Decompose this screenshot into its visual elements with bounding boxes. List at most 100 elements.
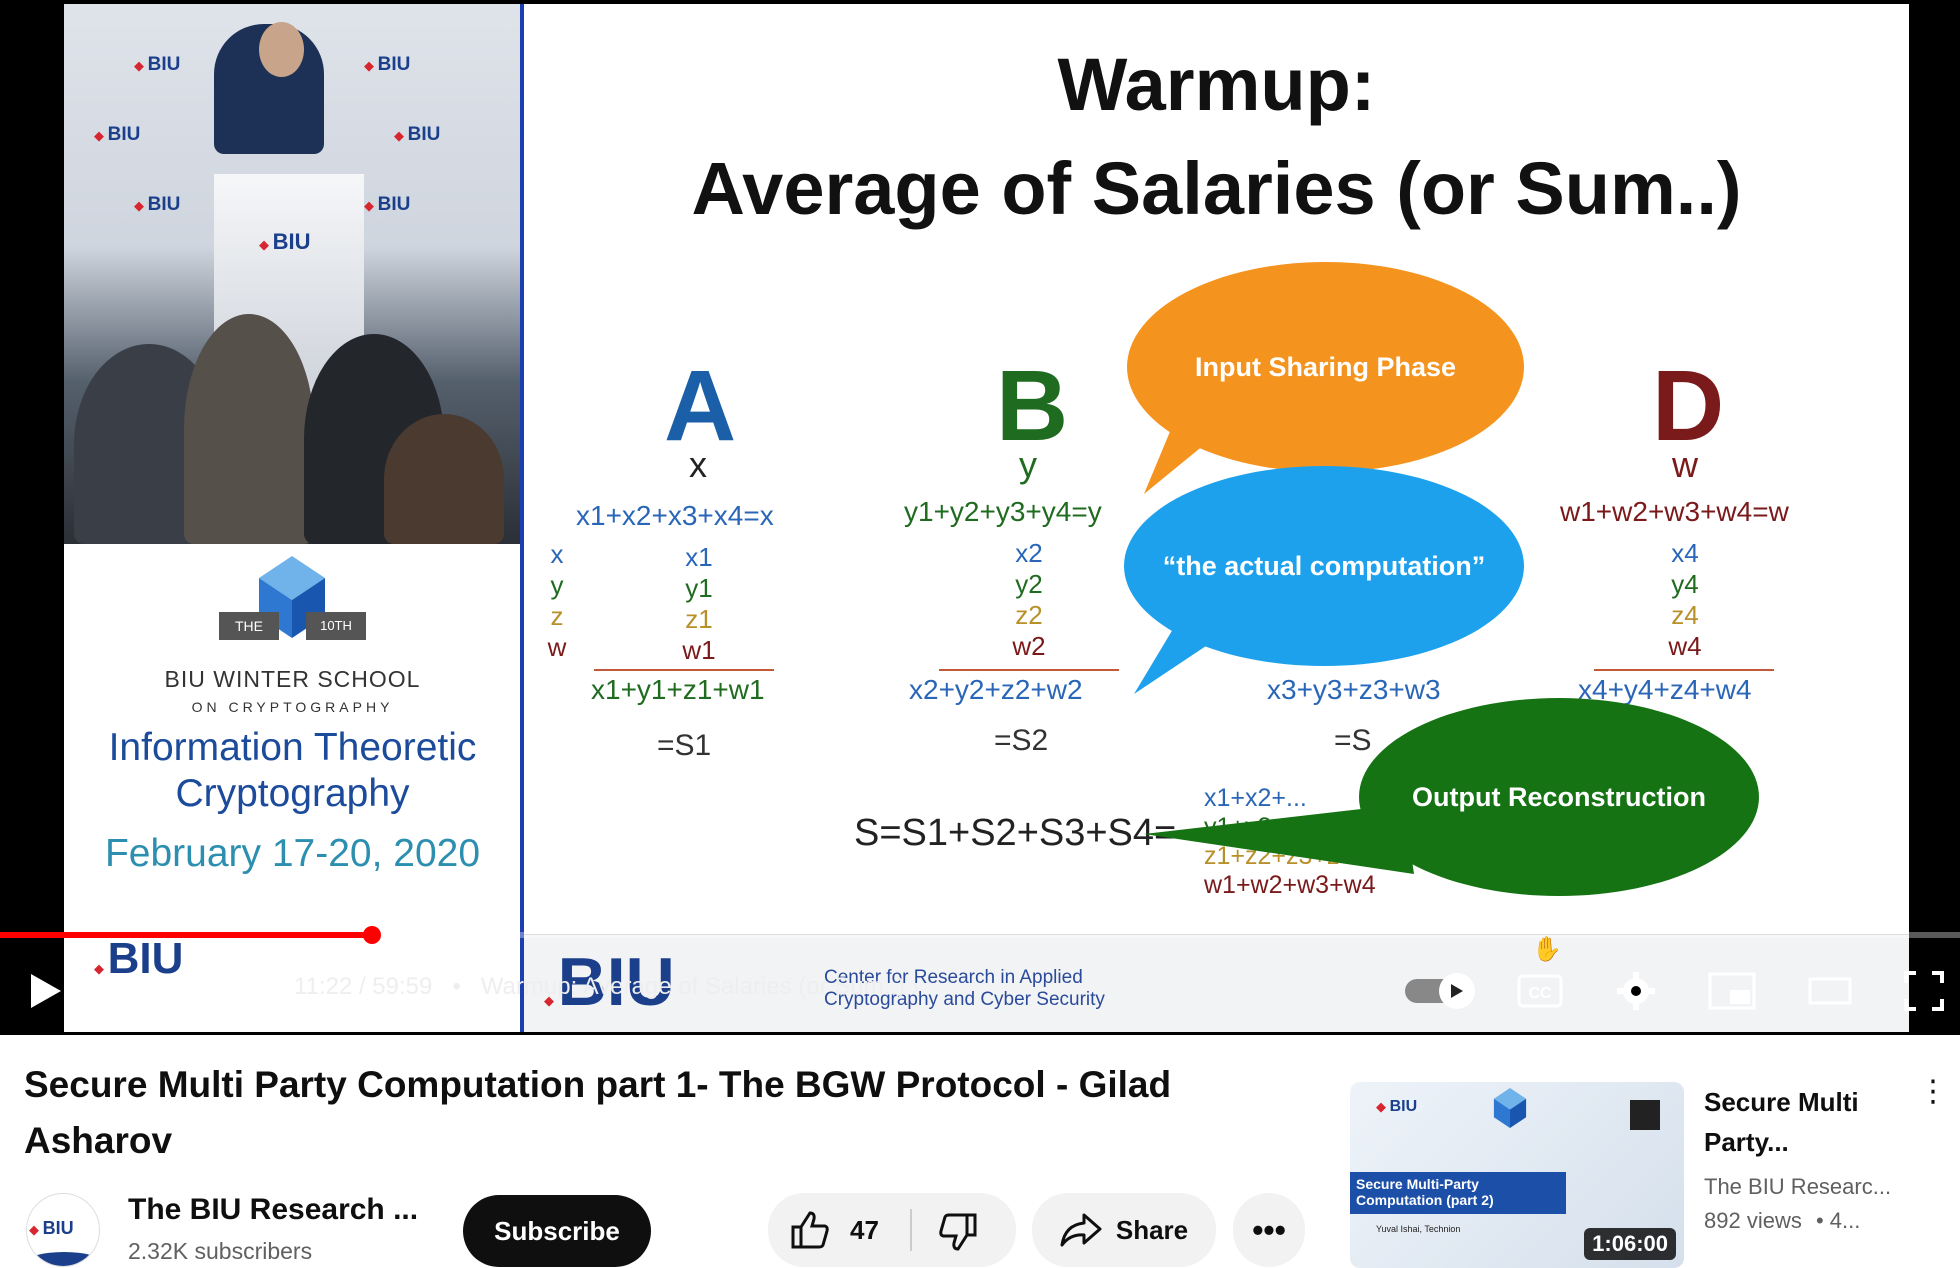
- dislike-button[interactable]: [938, 1213, 978, 1258]
- school-name: BIU WINTER SCHOOL: [164, 666, 421, 692]
- like-count: 47: [850, 1214, 879, 1245]
- autoplay-knob-icon: [1439, 973, 1475, 1009]
- slide-footer: BIU Center for Research in Applied Crypt…: [524, 934, 1909, 1032]
- var-y: y: [550, 570, 564, 600]
- var-w: w: [547, 632, 567, 662]
- recommended-title[interactable]: Secure Multi Party...: [1704, 1087, 1859, 1157]
- biu-logo: BIU: [94, 124, 141, 146]
- player-controls: 11:22 / 59:59 • Warmup: Average of Salar…: [0, 936, 1960, 1030]
- time-display: 11:22 / 59:59 • Warmup: Average of Salar…: [294, 973, 920, 1001]
- recommended-thumbnail[interactable]: BIU Secure Multi-Party Computation (part…: [1350, 1082, 1684, 1268]
- computation-bubble: “the actual computation”: [1124, 466, 1524, 666]
- biu-logo: BIU: [134, 54, 181, 76]
- vars-left-column: x y z w: [542, 539, 572, 663]
- like-divider: [910, 1209, 912, 1251]
- party-b: B: [996, 350, 1069, 462]
- shares-b: x2 y2 z2 w2: [994, 538, 1064, 662]
- share-button[interactable]: Share: [1032, 1193, 1216, 1267]
- sum-b: x2+y2+z2+w2: [909, 674, 1083, 705]
- kebab-menu-icon[interactable]: ⋮: [1918, 1075, 1948, 1108]
- video-player[interactable]: BIU BIU BIU BIU BIU BIU BIU THE 10TH BIU…: [0, 0, 1960, 1035]
- thumb-title: Secure Multi-Party Computation (part 2): [1350, 1172, 1566, 1214]
- final-sum: S=S1+S2+S3+S4=: [854, 812, 1177, 854]
- s1-label: =S1: [657, 729, 712, 762]
- s2-label: =S2: [994, 724, 1049, 757]
- equation-d: w1+w2+w3+w4=w: [1560, 496, 1789, 527]
- recommended-views: 892 views: [1704, 1208, 1802, 1233]
- video-title: Secure Multi Party Computation part 1- T…: [24, 1064, 1172, 1161]
- fullscreen-icon: [1904, 971, 1944, 1011]
- equation-a: x1+x2+x3+x4=x: [576, 500, 774, 531]
- biu-logo: BIU: [364, 194, 411, 216]
- school-subtitle: ON CRYPTOGRAPHY: [191, 699, 394, 715]
- footer-org-text: Center for Research in Applied Cryptogra…: [824, 967, 1105, 1010]
- sum-line-d: [1594, 669, 1774, 671]
- cube-logo-icon: [259, 556, 325, 638]
- input-sharing-bubble: Input Sharing Phase: [1127, 262, 1524, 472]
- channel-avatar[interactable]: BIU: [26, 1193, 100, 1267]
- miniplayer-button[interactable]: [1706, 967, 1758, 1015]
- duration-badge: 1:06:00: [1584, 1228, 1676, 1260]
- biu-logo: BIU: [94, 934, 184, 984]
- share-z1: z1: [685, 604, 713, 634]
- share-y1: y1: [685, 573, 713, 603]
- var-x: x: [550, 539, 564, 569]
- next-button[interactable]: [115, 967, 163, 1015]
- play-button[interactable]: [22, 967, 70, 1015]
- slide-title: Warmup:: [1057, 43, 1376, 126]
- subscribe-button[interactable]: Subscribe: [463, 1195, 651, 1267]
- channel-name[interactable]: The BIU Research ...: [128, 1193, 419, 1226]
- var-d: w: [1672, 444, 1698, 485]
- more-horizontal-icon: •••: [1252, 1211, 1286, 1248]
- s3-label: =S: [1334, 724, 1372, 757]
- captions-button[interactable]: CC: [1512, 967, 1568, 1015]
- share-z4: z4: [1671, 600, 1699, 630]
- shares-a: x1 y1 z1 w1: [664, 542, 734, 666]
- theater-mode-button[interactable]: [1804, 967, 1856, 1015]
- miniplayer-icon: [1708, 972, 1756, 1010]
- biu-logo: BIU: [134, 194, 181, 216]
- sum-c: x3+y3+z3+w3: [1267, 674, 1441, 705]
- more-actions-button[interactable]: •••: [1233, 1193, 1305, 1267]
- share-x4: x4: [1671, 538, 1699, 568]
- var-b: y: [1019, 444, 1037, 485]
- share-x1: x1: [685, 542, 713, 572]
- played-bar: [0, 932, 373, 938]
- total-time: 59:59: [372, 973, 433, 1000]
- video-frame[interactable]: BIU BIU BIU BIU BIU BIU BIU THE 10TH BIU…: [64, 4, 1909, 1032]
- like-button[interactable]: 47: [790, 1211, 879, 1249]
- autoplay-toggle[interactable]: [1402, 967, 1475, 1015]
- thumb-author: Yuval Ishai, Technion: [1376, 1224, 1461, 1234]
- slide-subtitle: Average of Salaries (or Sum..): [691, 147, 1742, 230]
- settings-button[interactable]: [1612, 967, 1660, 1015]
- speaker-camera-view: BIU BIU BIU BIU BIU BIU BIU: [64, 4, 521, 544]
- fullscreen-button[interactable]: [1898, 967, 1950, 1015]
- party-d: D: [1652, 350, 1725, 462]
- recommended-video[interactable]: BIU Secure Multi-Party Computation (part…: [1350, 1075, 1950, 1268]
- share-icon: [1060, 1213, 1102, 1247]
- sum-line-b: [939, 669, 1119, 671]
- svg-text:CC: CC: [1528, 985, 1552, 1002]
- chevron-right-icon[interactable]: ›: [911, 973, 920, 1000]
- event-dates: February 17-20, 2020: [104, 832, 481, 875]
- recommended-age: • 4...: [1815, 1208, 1861, 1233]
- volume-button[interactable]: [208, 967, 256, 1015]
- share-x2: x2: [1015, 538, 1043, 568]
- thumbs-down-icon: [939, 1213, 977, 1251]
- output-reconstruction-bubble: Output Reconstruction: [1359, 698, 1759, 896]
- thumb-cube-icon: [1493, 1088, 1527, 1128]
- time-separator: /: [358, 973, 373, 1000]
- audience-member: [384, 414, 504, 544]
- share-y2: y2: [1015, 569, 1043, 599]
- scrubber-handle[interactable]: [363, 926, 382, 944]
- recommended-channel[interactable]: The BIU Researc...: [1704, 1174, 1892, 1199]
- recommended-stats: 892 views • 4...: [1704, 1208, 1860, 1234]
- chapter-title[interactable]: Warmup: Average of Salaries (or Sum..): [480, 973, 905, 1000]
- share-label: Share: [1115, 1214, 1189, 1245]
- next-icon: [123, 975, 155, 1007]
- topic-line-2: Cryptography: [175, 772, 410, 815]
- topic-line-1: Information Theoretic: [108, 726, 477, 769]
- edition-label-10th: 10TH: [306, 612, 366, 640]
- biu-logo: BIU: [394, 124, 441, 146]
- progress-bar[interactable]: [0, 926, 1960, 944]
